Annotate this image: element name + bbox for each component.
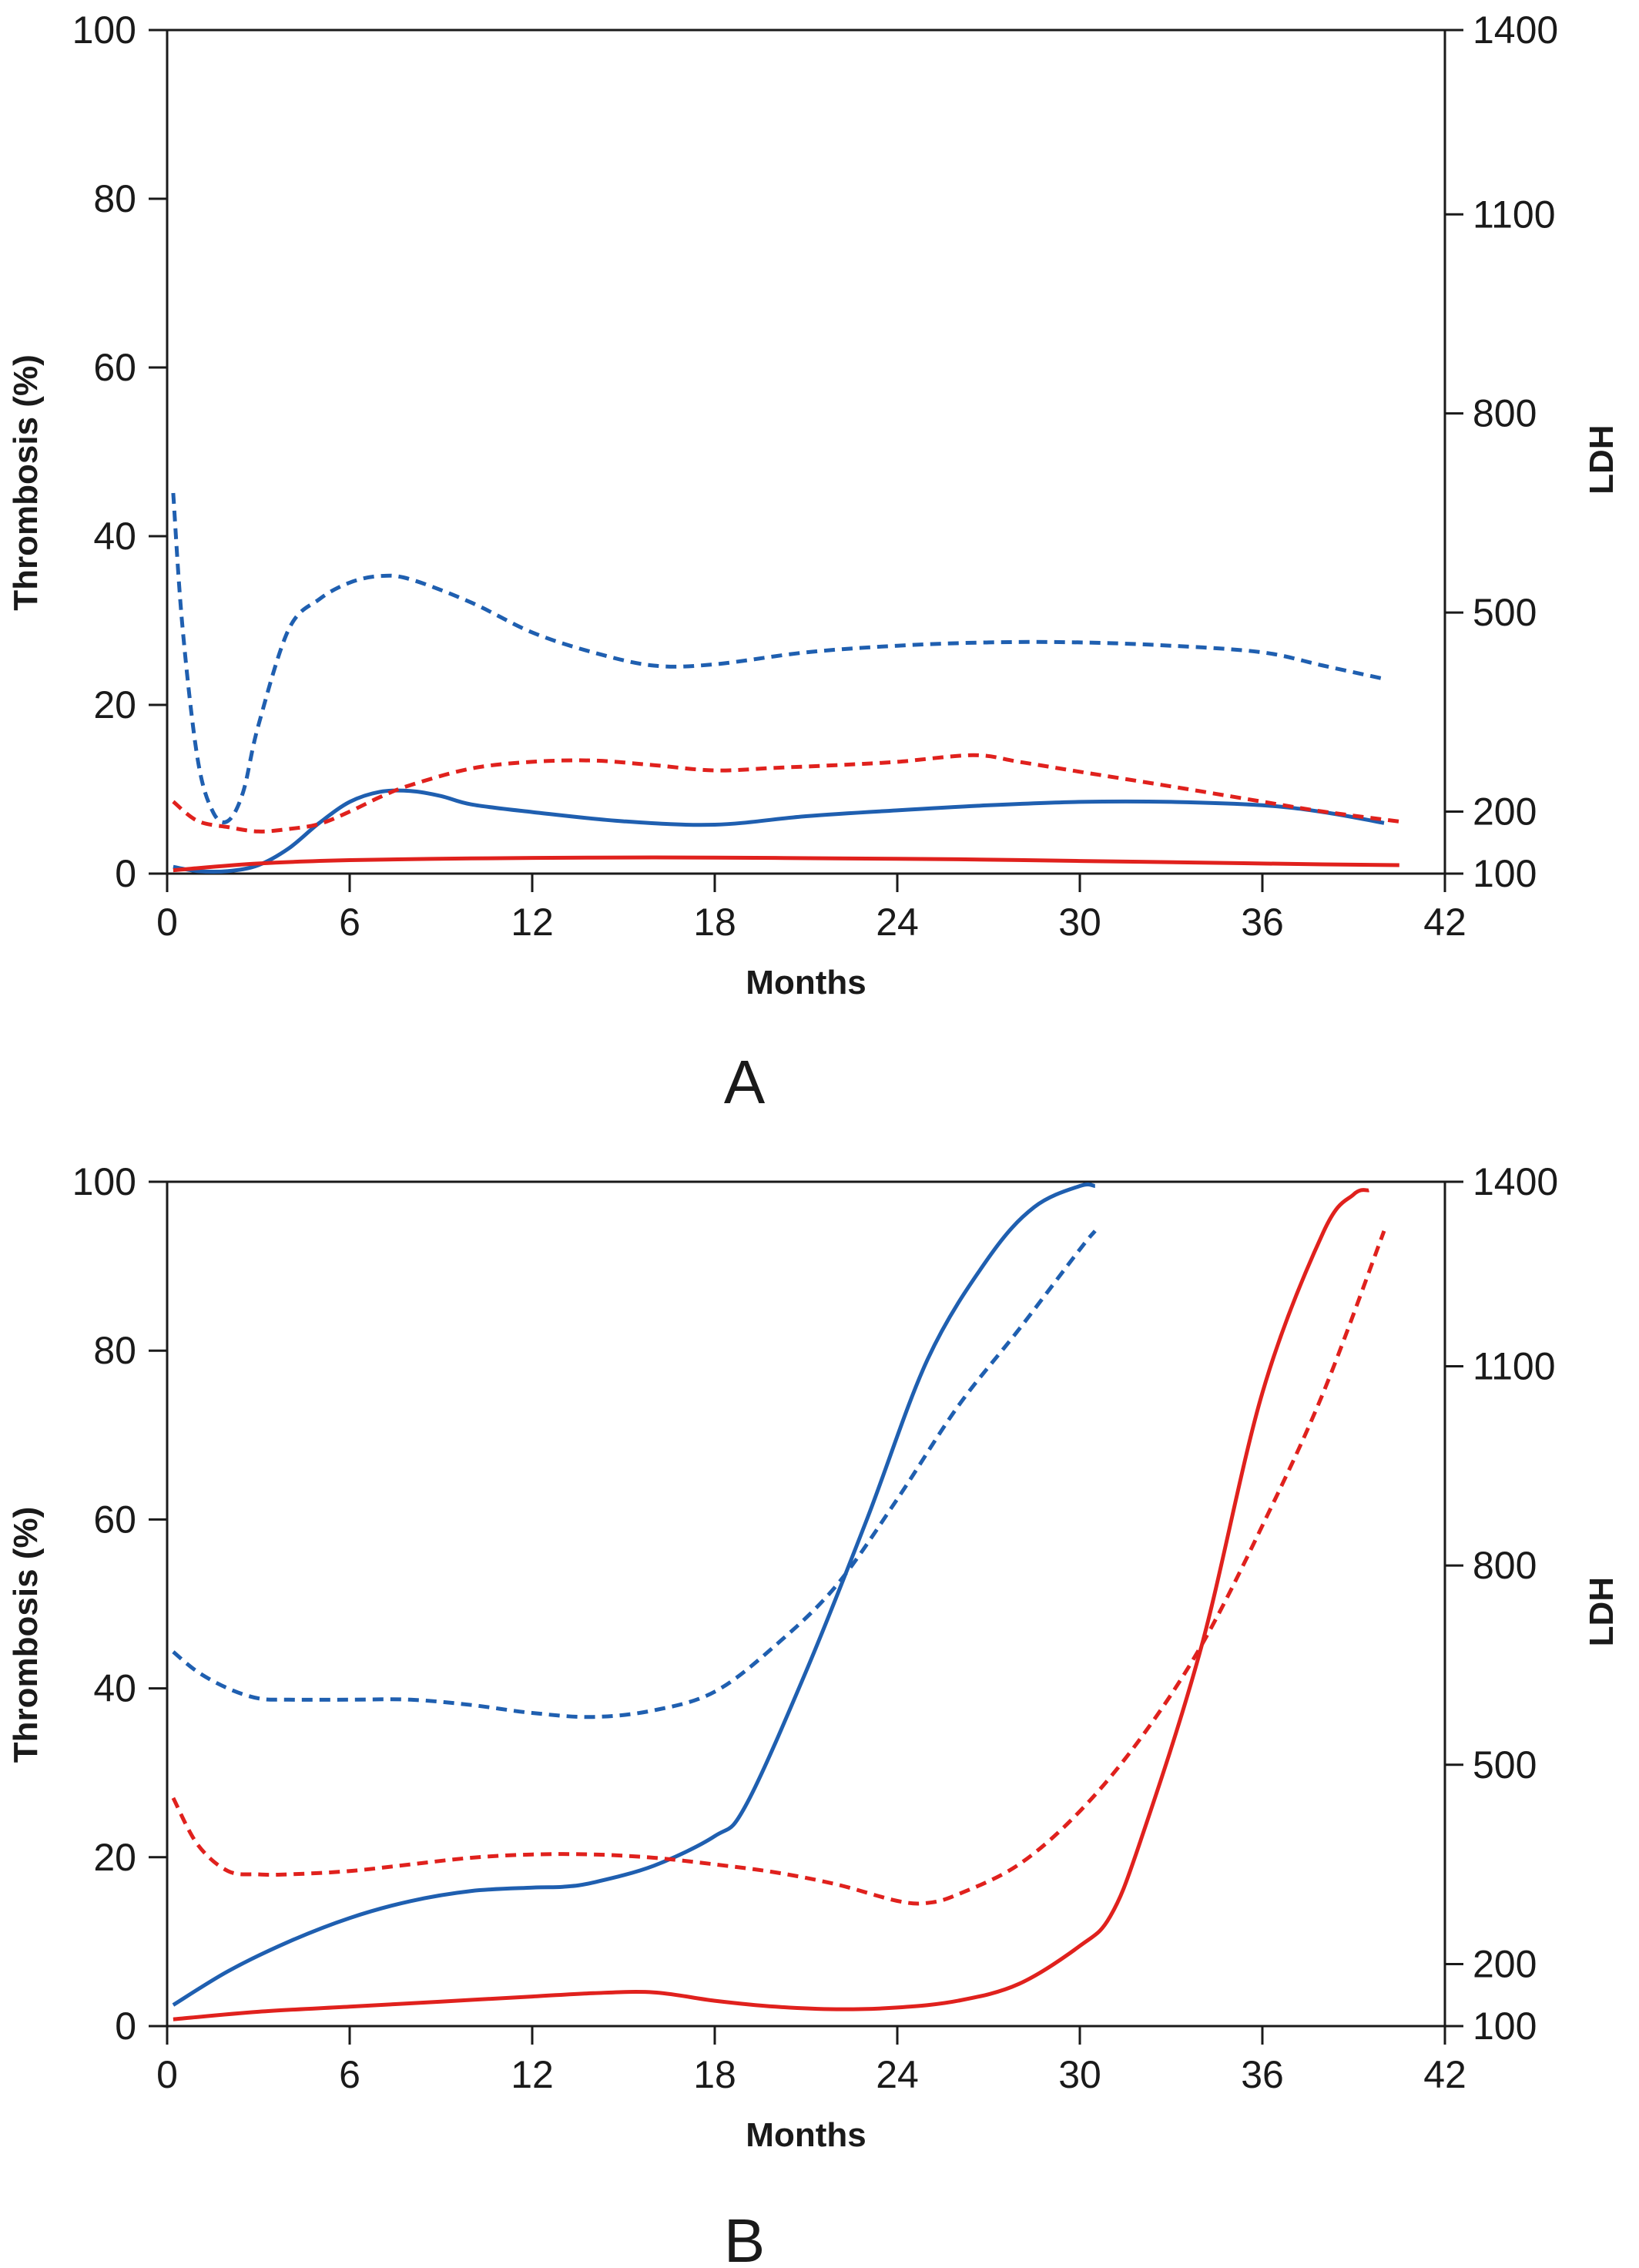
y-left-tick-label: 100 (72, 1160, 136, 1203)
x-tick-label: 6 (339, 2053, 360, 2096)
y-right-tick-label: 800 (1473, 1544, 1537, 1587)
y-right-tick-label: 1400 (1473, 1160, 1558, 1203)
y-left-tick-label: 80 (93, 177, 136, 220)
y-right-axis-title: LDH (1583, 1577, 1621, 1646)
x-tick-label: 36 (1241, 901, 1284, 944)
x-tick-label: 12 (511, 2053, 554, 2096)
y-right-tick-label: 100 (1473, 2005, 1537, 2048)
series-line-red-dashed (172, 753, 1400, 834)
y-left-tick-label: 0 (115, 2005, 136, 2048)
series-line-blue-dashed (171, 492, 1385, 824)
y-right-tick-label: 1400 (1473, 8, 1558, 52)
y-left-tick-label: 40 (93, 515, 136, 558)
x-tick-label: 42 (1423, 901, 1466, 944)
x-tick-label: 24 (876, 901, 919, 944)
y-right-tick-label: 500 (1473, 591, 1537, 634)
series-line-red-dashed (171, 1230, 1386, 1906)
plot-frame (166, 1180, 1446, 2028)
x-tick-label: 42 (1423, 2053, 1466, 2096)
panel-label: A (724, 1048, 766, 1116)
y-right-tick-label: 1100 (1473, 193, 1556, 236)
x-axis-title: Months (746, 964, 866, 1001)
series-line-blue-solid (172, 1182, 1096, 2007)
y-left-axis-title: Thrombosis (%) (7, 354, 45, 610)
series-line-red-solid (173, 1188, 1369, 2021)
y-left-axis-title: Thrombosis (%) (7, 1507, 45, 1763)
series-line-blue-dashed (172, 1230, 1097, 1719)
y-left-tick-label: 100 (72, 8, 136, 52)
x-tick-label: 30 (1058, 901, 1101, 944)
x-tick-label: 36 (1241, 2053, 1284, 2096)
plot-frame (166, 29, 1446, 875)
x-tick-label: 0 (156, 2053, 178, 2096)
panel-a-chart: 0 6 12 18 24 30 36 42 0 20 40 60 80 100 100 200 500 800 11… (7, 8, 1621, 1116)
y-right-tick-label: 500 (1473, 1743, 1537, 1787)
y-left-tick-label: 20 (93, 683, 136, 726)
panel-b-chart: 0 6 12 18 24 30 36 42 0 20 40 60 80 100 100 200 500 800 11… (7, 1160, 1621, 2268)
y-right-tick-label: 1100 (1473, 1344, 1556, 1387)
x-tick-label: 12 (511, 901, 554, 944)
x-tick-label: 6 (339, 901, 360, 944)
series-line-red-solid (173, 855, 1399, 873)
x-tick-label: 18 (693, 2053, 736, 2096)
x-tick-label: 30 (1058, 2053, 1101, 2096)
y-right-tick-label: 800 (1473, 392, 1537, 435)
y-left-tick-label: 40 (93, 1667, 136, 1710)
y-right-tick-label: 100 (1473, 852, 1537, 895)
y-right-tick-label: 200 (1473, 1942, 1537, 1985)
x-tick-label: 0 (156, 901, 178, 944)
y-left-tick-label: 20 (93, 1836, 136, 1879)
x-axis-title: Months (746, 2116, 866, 2154)
x-tick-label: 18 (693, 901, 736, 944)
y-right-axis-title: LDH (1583, 424, 1621, 494)
y-left-tick-label: 60 (93, 1498, 136, 1541)
x-tick-label: 24 (876, 2053, 919, 2096)
y-left-tick-label: 0 (115, 852, 136, 895)
y-left-tick-label: 80 (93, 1329, 136, 1372)
series-line-blue-solid (173, 788, 1385, 874)
panel-label: B (724, 2206, 765, 2268)
y-right-tick-label: 200 (1473, 790, 1537, 834)
y-left-tick-label: 60 (93, 346, 136, 389)
